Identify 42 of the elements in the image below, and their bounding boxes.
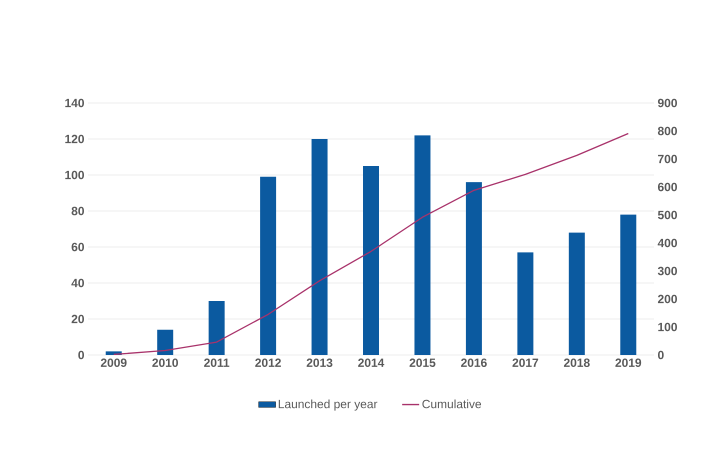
line-series	[113, 132, 629, 355]
y-tick-label: 80	[72, 206, 84, 216]
bar	[466, 182, 482, 355]
x-tick-label: 2017	[512, 358, 538, 367]
y-tick-label: 40	[71, 278, 84, 288]
x-tick-label: 2013	[306, 358, 332, 367]
y-tick-label: 60	[72, 242, 84, 252]
y-tick-label: 100	[65, 170, 84, 180]
bar	[620, 214, 636, 355]
y-tick-label: 0	[78, 350, 84, 360]
legend-label: Cumulative	[422, 399, 482, 408]
y2-tick-label: 300	[658, 266, 677, 276]
y2-tick-label: 500	[658, 210, 677, 220]
legend-label: Launched per year	[278, 399, 378, 411]
bar	[363, 166, 380, 355]
bar	[260, 176, 276, 355]
x-tick-label: 2016	[461, 358, 487, 367]
x-tick-label: 2015	[410, 358, 436, 367]
x-tick-label: 2018	[564, 358, 590, 367]
bar	[517, 252, 534, 355]
bar	[414, 135, 430, 355]
bar	[157, 330, 174, 355]
y-tick-label: 20	[72, 314, 84, 324]
y2-tick-label: 0	[658, 350, 664, 360]
y2-tick-label: 700	[658, 154, 677, 164]
y-tick-label: 120	[65, 134, 84, 144]
x-tick-label: 2011	[204, 358, 230, 367]
x-tick-label: 2010	[152, 358, 178, 367]
x-tick-label: 2012	[255, 358, 281, 367]
x-tick-label: 2009	[100, 358, 127, 367]
bar	[312, 138, 328, 355]
y2-tick-label: 400	[658, 238, 677, 248]
y2-tick-label: 600	[658, 182, 677, 192]
y2-tick-label: 200	[658, 294, 677, 304]
bar	[568, 232, 585, 355]
y2-tick-label: 900	[658, 98, 677, 108]
bar	[208, 300, 225, 355]
y2-tick-label: 100	[658, 322, 677, 332]
y-tick-label: 140	[65, 98, 84, 108]
y2-tick-label: 800	[658, 126, 677, 136]
x-tick-label: 2019	[615, 358, 642, 367]
x-tick-label: 2014	[358, 358, 384, 367]
